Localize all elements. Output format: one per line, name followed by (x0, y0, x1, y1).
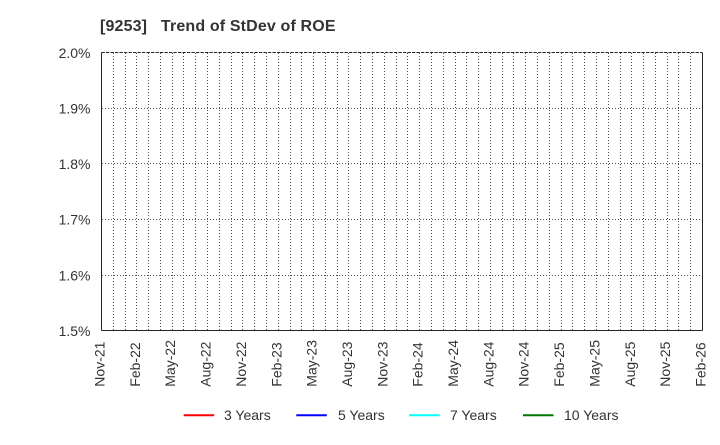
svg-text:Feb-24: Feb-24 (410, 342, 426, 387)
svg-text:Feb-26: Feb-26 (693, 342, 709, 387)
svg-text:May-25: May-25 (586, 340, 602, 387)
svg-text:1.9%: 1.9% (59, 101, 91, 117)
svg-text:Nov-21: Nov-21 (92, 341, 108, 386)
svg-text:10 Years: 10 Years (564, 407, 619, 423)
svg-text:[9253] Trend of StDev of ROE: [9253] Trend of StDev of ROE (100, 18, 336, 35)
svg-text:May-24: May-24 (445, 340, 461, 387)
svg-text:Feb-25: Feb-25 (551, 342, 567, 387)
svg-text:Feb-22: Feb-22 (127, 342, 143, 387)
svg-text:Nov-22: Nov-22 (233, 341, 249, 386)
svg-text:Feb-23: Feb-23 (268, 342, 284, 387)
svg-text:May-23: May-23 (304, 340, 320, 387)
svg-text:Nov-25: Nov-25 (657, 341, 673, 386)
svg-text:Aug-24: Aug-24 (480, 341, 496, 386)
svg-text:1.8%: 1.8% (59, 156, 91, 172)
svg-text:Aug-23: Aug-23 (339, 341, 355, 386)
svg-text:3 Years: 3 Years (224, 407, 271, 423)
svg-text:May-22: May-22 (162, 340, 178, 387)
svg-text:Aug-22: Aug-22 (198, 341, 214, 386)
svg-text:Nov-24: Nov-24 (516, 341, 532, 386)
svg-text:1.7%: 1.7% (59, 212, 91, 228)
svg-text:2.0%: 2.0% (59, 45, 91, 61)
svg-text:Nov-23: Nov-23 (374, 341, 390, 386)
svg-text:1.6%: 1.6% (59, 267, 91, 283)
svg-text:5 Years: 5 Years (338, 407, 385, 423)
svg-text:7 Years: 7 Years (450, 407, 497, 423)
svg-text:1.5%: 1.5% (59, 323, 91, 339)
svg-text:Aug-25: Aug-25 (622, 341, 638, 386)
